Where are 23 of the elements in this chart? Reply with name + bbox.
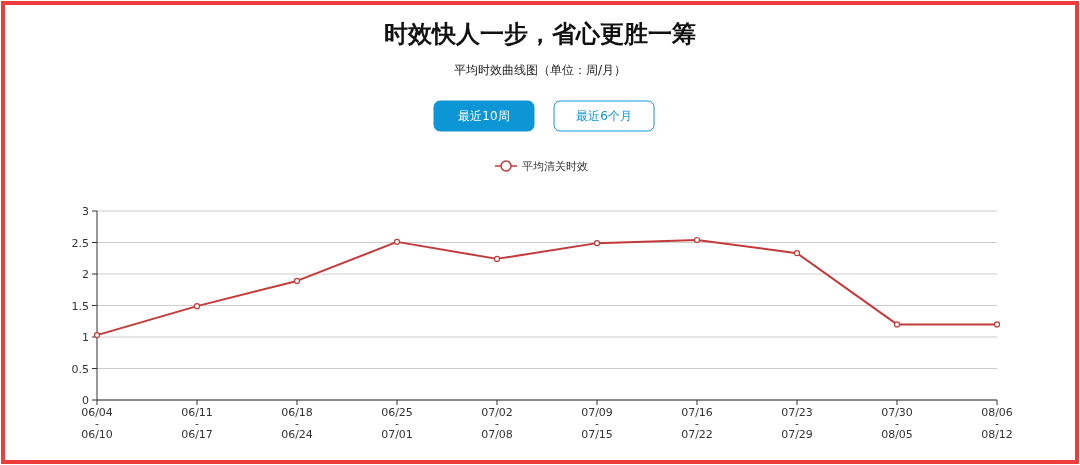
y-tick-label: 1: [82, 331, 89, 344]
x-tick-label: 06/11 - 06/17: [181, 406, 213, 441]
button: 最近6个月: [553, 100, 655, 132]
button: 最近10周: [433, 100, 535, 132]
x-tick-label: 06/18 - 06/24: [281, 406, 313, 441]
y-tick-label: 2.5: [71, 236, 89, 250]
y-tick-label: 3: [82, 205, 89, 218]
x-tick-label: 07/02 - 07/08: [481, 406, 513, 441]
x-tick-label: 07/16 - 07/22: [681, 406, 713, 441]
x-tick-label: 08/06 - 08/12: [981, 406, 1013, 441]
y-tick-label: 0.5: [71, 362, 89, 376]
legend-label: 平均清关时效: [522, 160, 588, 173]
x-tick-label: 06/25 - 07/01: [381, 406, 413, 441]
x-tick-label: 06/04 - 06/10: [81, 406, 113, 441]
x-tick-label: 07/09 - 07/15: [581, 406, 613, 441]
chart-subtitle: 平均时效曲线图（单位：周/月）: [453, 63, 627, 77]
chart-title: 时效快人一步，省心更胜一筹: [384, 20, 696, 48]
y-tick-label: 0: [82, 394, 89, 407]
y-tick-label: 1.5: [71, 299, 89, 313]
legend: 平均清关时效: [494, 160, 588, 173]
x-tick-label: 07/23 - 07/29: [781, 406, 813, 441]
y-tick-label: 2: [82, 268, 89, 281]
x-tick-label: 07/30 - 08/05: [881, 406, 913, 441]
